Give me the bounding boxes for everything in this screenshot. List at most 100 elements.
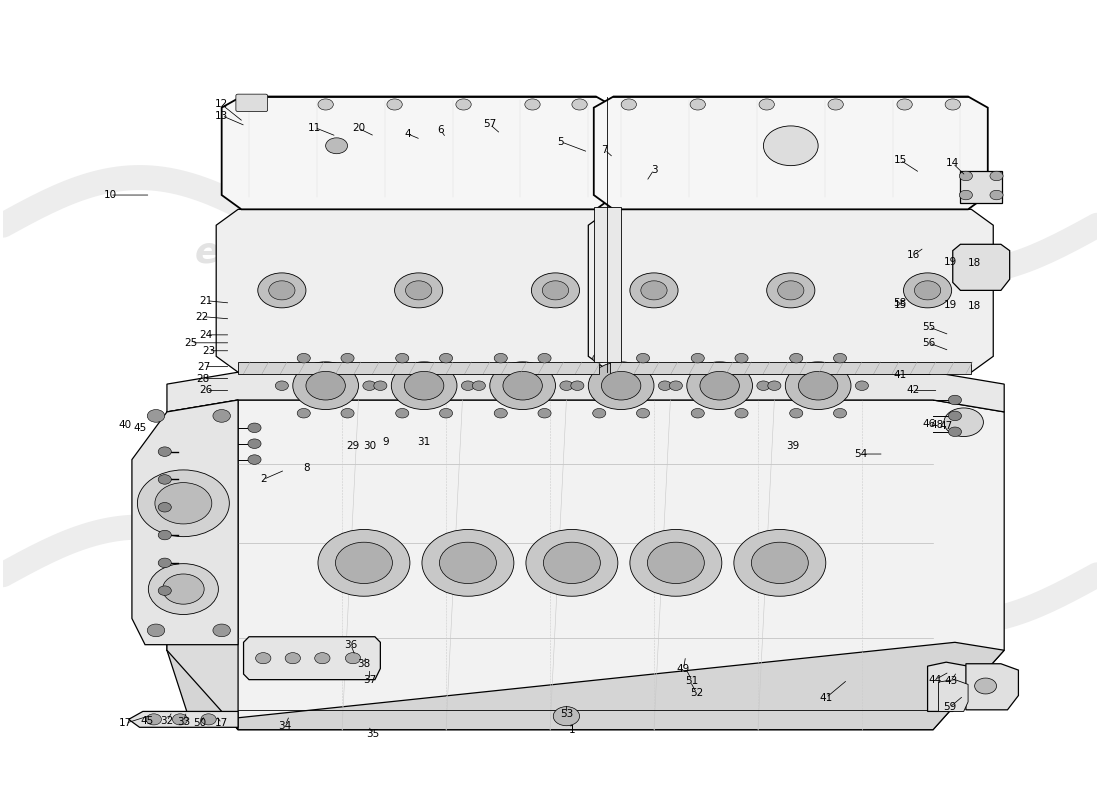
Circle shape [903,273,952,308]
Text: 55: 55 [922,322,935,332]
Text: 17: 17 [119,718,132,728]
Circle shape [268,281,295,300]
Circle shape [387,99,403,110]
Bar [238,362,600,374]
Circle shape [494,354,507,363]
Circle shape [461,381,474,390]
Circle shape [293,362,359,410]
Circle shape [572,99,587,110]
Text: 42: 42 [906,386,920,395]
Text: 17: 17 [214,718,229,728]
Circle shape [790,354,803,363]
Text: 51: 51 [685,676,698,686]
Text: 26: 26 [200,386,213,395]
Circle shape [785,362,851,410]
Text: 21: 21 [200,296,213,306]
Circle shape [896,99,912,110]
Bar [610,362,971,374]
Text: 22: 22 [196,311,209,322]
Text: 41: 41 [893,370,906,379]
Circle shape [158,586,172,595]
Circle shape [531,273,580,308]
Polygon shape [167,400,238,730]
Text: 4: 4 [405,129,411,139]
Circle shape [990,190,1003,200]
Circle shape [658,381,671,390]
Circle shape [297,409,310,418]
Circle shape [734,530,826,596]
Circle shape [767,273,815,308]
Text: 23: 23 [202,346,216,356]
Polygon shape [167,372,1004,412]
Circle shape [248,423,261,433]
Text: 16: 16 [906,250,920,261]
Circle shape [828,99,844,110]
Text: 48: 48 [931,420,944,430]
Text: 35: 35 [366,729,379,738]
Circle shape [641,281,667,300]
Circle shape [542,281,569,300]
Polygon shape [167,642,1004,730]
Text: 56: 56 [922,338,935,348]
Text: 2: 2 [260,474,266,485]
Text: 36: 36 [344,640,358,650]
Circle shape [778,281,804,300]
Text: 20: 20 [352,123,365,134]
Polygon shape [217,210,622,372]
Circle shape [155,482,212,524]
Circle shape [285,653,300,664]
Text: 19: 19 [944,300,957,310]
Text: 59: 59 [943,702,956,713]
Circle shape [914,281,940,300]
Circle shape [834,354,847,363]
Circle shape [326,138,348,154]
Circle shape [257,273,306,308]
Circle shape [799,371,838,400]
Text: 15: 15 [893,155,906,165]
Circle shape [318,530,410,596]
Circle shape [593,354,606,363]
Circle shape [602,371,641,400]
Text: 10: 10 [103,190,117,200]
Polygon shape [129,711,238,727]
Text: eurospares: eurospares [195,236,424,270]
Circle shape [751,542,808,583]
Circle shape [318,99,333,110]
Circle shape [543,542,601,583]
Text: 33: 33 [177,717,190,726]
Circle shape [163,574,205,604]
Circle shape [768,381,781,390]
Circle shape [440,542,496,583]
Circle shape [525,99,540,110]
Text: 14: 14 [946,158,959,168]
Circle shape [553,706,580,726]
Polygon shape [938,680,968,711]
Circle shape [735,409,748,418]
Circle shape [959,190,972,200]
Text: 54: 54 [855,449,868,459]
FancyBboxPatch shape [235,94,267,112]
Text: 5: 5 [558,137,564,147]
Circle shape [248,455,261,464]
Text: 19: 19 [944,257,957,266]
Polygon shape [222,97,616,210]
Circle shape [472,381,485,390]
Circle shape [158,558,172,568]
Circle shape [490,362,556,410]
Text: 28: 28 [197,374,210,383]
Text: 27: 27 [198,362,211,372]
Circle shape [158,502,172,512]
Text: 3: 3 [651,165,658,174]
Bar [960,171,1002,203]
Circle shape [948,427,961,437]
Text: eurospares: eurospares [632,554,861,588]
Circle shape [538,354,551,363]
Text: eurospares: eurospares [632,236,861,270]
Circle shape [363,381,376,390]
Circle shape [345,653,361,664]
Circle shape [148,564,219,614]
Circle shape [669,381,682,390]
Circle shape [158,530,172,540]
Circle shape [213,410,230,422]
Polygon shape [966,664,1019,710]
